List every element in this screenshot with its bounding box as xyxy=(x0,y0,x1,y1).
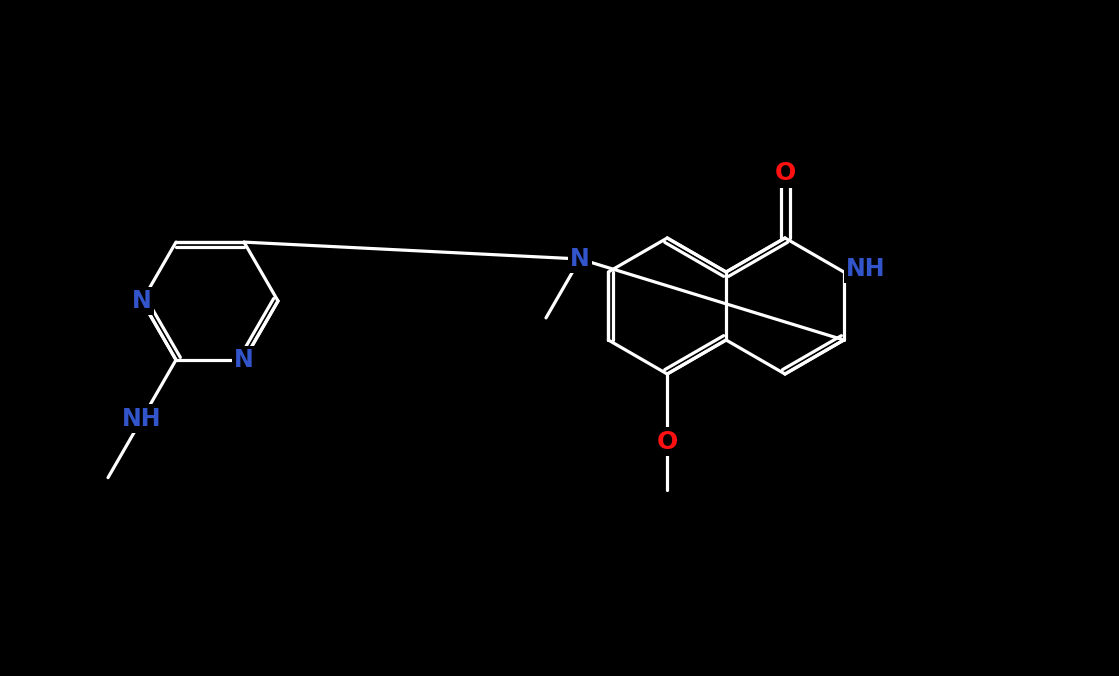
Text: O: O xyxy=(774,161,796,185)
Text: NH: NH xyxy=(846,257,885,281)
Text: N: N xyxy=(234,348,254,372)
Text: NH: NH xyxy=(846,257,885,281)
Text: N: N xyxy=(132,289,152,313)
Text: NH: NH xyxy=(122,407,162,431)
Text: O: O xyxy=(657,430,678,454)
Text: N: N xyxy=(234,348,254,372)
Text: N: N xyxy=(132,289,152,313)
Text: N: N xyxy=(570,247,590,271)
Text: O: O xyxy=(774,161,796,185)
Text: NH: NH xyxy=(122,407,162,431)
Text: O: O xyxy=(657,430,678,454)
Text: N: N xyxy=(570,247,590,271)
